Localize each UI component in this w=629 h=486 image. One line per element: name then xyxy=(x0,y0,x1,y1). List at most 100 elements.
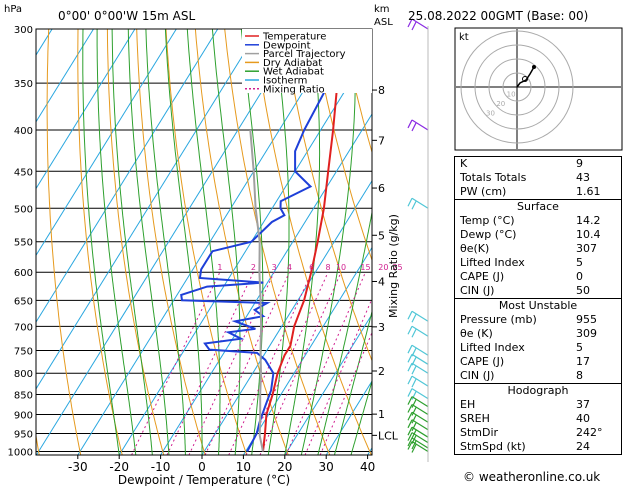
wet-adiabat-line xyxy=(127,29,170,455)
surface-value: 50 xyxy=(576,284,590,297)
wind-barb-flag xyxy=(411,440,417,450)
wind-barb-staff xyxy=(411,396,429,408)
wet-adiabat-line xyxy=(96,29,137,455)
hodograph-ring-label: 20 xyxy=(496,100,505,108)
isotherm-line xyxy=(160,113,372,455)
indices-panel: K 9 Totals Totals 43 PW (cm) 1.61 Surface Tem… xyxy=(454,156,622,455)
wind-barb-staff xyxy=(411,119,429,131)
most-unstable-title: Most Unstable xyxy=(455,298,621,313)
isotherm-line xyxy=(242,246,372,455)
wet-adiabat-line xyxy=(350,379,372,455)
most-unstable-label: Pressure (mb) xyxy=(460,313,537,326)
surface-value: 14.2 xyxy=(576,214,601,227)
wind-barb-staff xyxy=(411,388,429,400)
most-unstable-value: 17 xyxy=(576,355,590,368)
isotherm-line xyxy=(36,29,94,123)
wind-barb-flag xyxy=(411,21,417,31)
index-label: Totals Totals xyxy=(460,171,527,184)
hodograph-stat-value: 24 xyxy=(576,440,590,453)
most-unstable-value: 955 xyxy=(576,313,597,326)
index-row: Totals Totals 43 xyxy=(455,171,621,185)
dry-adiabat-line xyxy=(165,29,248,455)
temperature-profile xyxy=(262,29,343,452)
km-tick-label: 5 xyxy=(378,229,385,242)
dry-adiabat-line xyxy=(312,29,372,262)
surface-label: Dewp (°C) xyxy=(460,228,517,241)
most-unstable-row: Pressure (mb) 955 xyxy=(455,313,621,327)
wind-barb-flag xyxy=(407,354,413,363)
wet-adiabat-line xyxy=(284,29,321,455)
wind-barb-flag xyxy=(407,119,413,129)
km-tick-label: 8 xyxy=(378,84,385,97)
wet-adiabat-line xyxy=(334,309,372,455)
hodograph-stat-label: EH xyxy=(460,398,476,411)
wind-barb-flag xyxy=(407,404,413,413)
most-unstable-row: θe (K) 309 xyxy=(455,327,621,341)
wind-barb-flag xyxy=(411,378,417,388)
pressure-tick-label: 400 xyxy=(14,126,33,137)
most-unstable-label: CIN (J) xyxy=(460,369,495,382)
surface-value: 5 xyxy=(576,256,583,269)
surface-label: Temp (°C) xyxy=(460,214,515,227)
most-unstable-label: Lifted Index xyxy=(460,341,525,354)
surface-value: 0 xyxy=(576,270,583,283)
mixing-ratio-line xyxy=(228,272,313,455)
wind-barb-staff xyxy=(411,404,429,416)
most-unstable-row: CAPE (J) 17 xyxy=(455,355,621,369)
dry-adiabat-line xyxy=(282,29,372,362)
index-label: PW (cm) xyxy=(460,185,507,198)
hodograph-stat-row: SREH 40 xyxy=(455,412,621,426)
hodograph-stat-value: 37 xyxy=(576,398,590,411)
wet-adiabat-line xyxy=(300,29,356,455)
wind-barb-flag xyxy=(407,411,413,421)
wind-barb-staff xyxy=(411,197,429,209)
x-tick-label: 30 xyxy=(319,460,334,474)
surface-label: θe(K) xyxy=(460,242,490,255)
mixing-ratio-line xyxy=(285,272,366,455)
mixing-ratio-label: 1 xyxy=(217,263,222,272)
most-unstable-label: θe (K) xyxy=(460,327,493,340)
hodograph-ring xyxy=(460,30,574,144)
pressure-tick-label: 750 xyxy=(14,347,33,358)
mixing-ratio-label: 6 xyxy=(309,263,314,272)
footer-credit: © weatheronline.co.uk xyxy=(463,470,601,484)
most-unstable-label: CAPE (J) xyxy=(460,355,505,368)
mixing-ratio-line xyxy=(188,272,275,455)
hodograph-stat-label: SREH xyxy=(460,412,490,425)
pressure-tick-label: 550 xyxy=(14,238,33,249)
pressure-tick-label: 700 xyxy=(14,322,33,333)
surface-row: CIN (J) 50 xyxy=(455,284,621,298)
surface-label: Lifted Index xyxy=(460,256,525,269)
wind-barb-staff xyxy=(411,375,429,387)
hodograph-stat-label: StmSpd (kt) xyxy=(460,440,526,453)
wet-adiabat-line xyxy=(164,29,203,455)
storm-motion-marker xyxy=(522,76,528,82)
dry-adiabat-line xyxy=(341,29,372,154)
wind-barb-flag xyxy=(411,444,417,453)
wet-adiabat-line xyxy=(145,29,186,455)
dry-adiabat-line xyxy=(46,29,82,455)
wind-barb-staff xyxy=(411,440,429,453)
surface-label: CAPE (J) xyxy=(460,270,505,283)
x-tick-label: -20 xyxy=(109,460,129,474)
isotherm-line xyxy=(36,29,177,257)
parcel-trajectory-profile xyxy=(249,129,264,452)
wind-barb-flag xyxy=(407,437,413,447)
x-tick-label: -30 xyxy=(68,460,88,474)
hodograph-ring-label: 10 xyxy=(507,90,516,98)
wind-barb-staff xyxy=(411,310,429,322)
hodograph-table-title: Hodograph xyxy=(455,383,621,398)
surface-label: CIN (J) xyxy=(460,284,495,297)
pressure-tick-label: 1000 xyxy=(8,448,33,459)
wind-barb-flag xyxy=(411,414,417,424)
index-label: K xyxy=(460,157,468,170)
hodograph-stat-value: 242° xyxy=(576,426,603,439)
hodograph-stat-label: StmDir xyxy=(460,426,499,439)
hodograph-stat-row: StmSpd (kt) 24 xyxy=(455,440,621,454)
pressure-tick-label: 450 xyxy=(14,167,33,178)
surface-title: Surface xyxy=(455,199,621,214)
hodograph-stat-row: EH 37 xyxy=(455,398,621,412)
isotherm-line xyxy=(36,29,301,455)
x-tick-label: -10 xyxy=(151,460,171,474)
